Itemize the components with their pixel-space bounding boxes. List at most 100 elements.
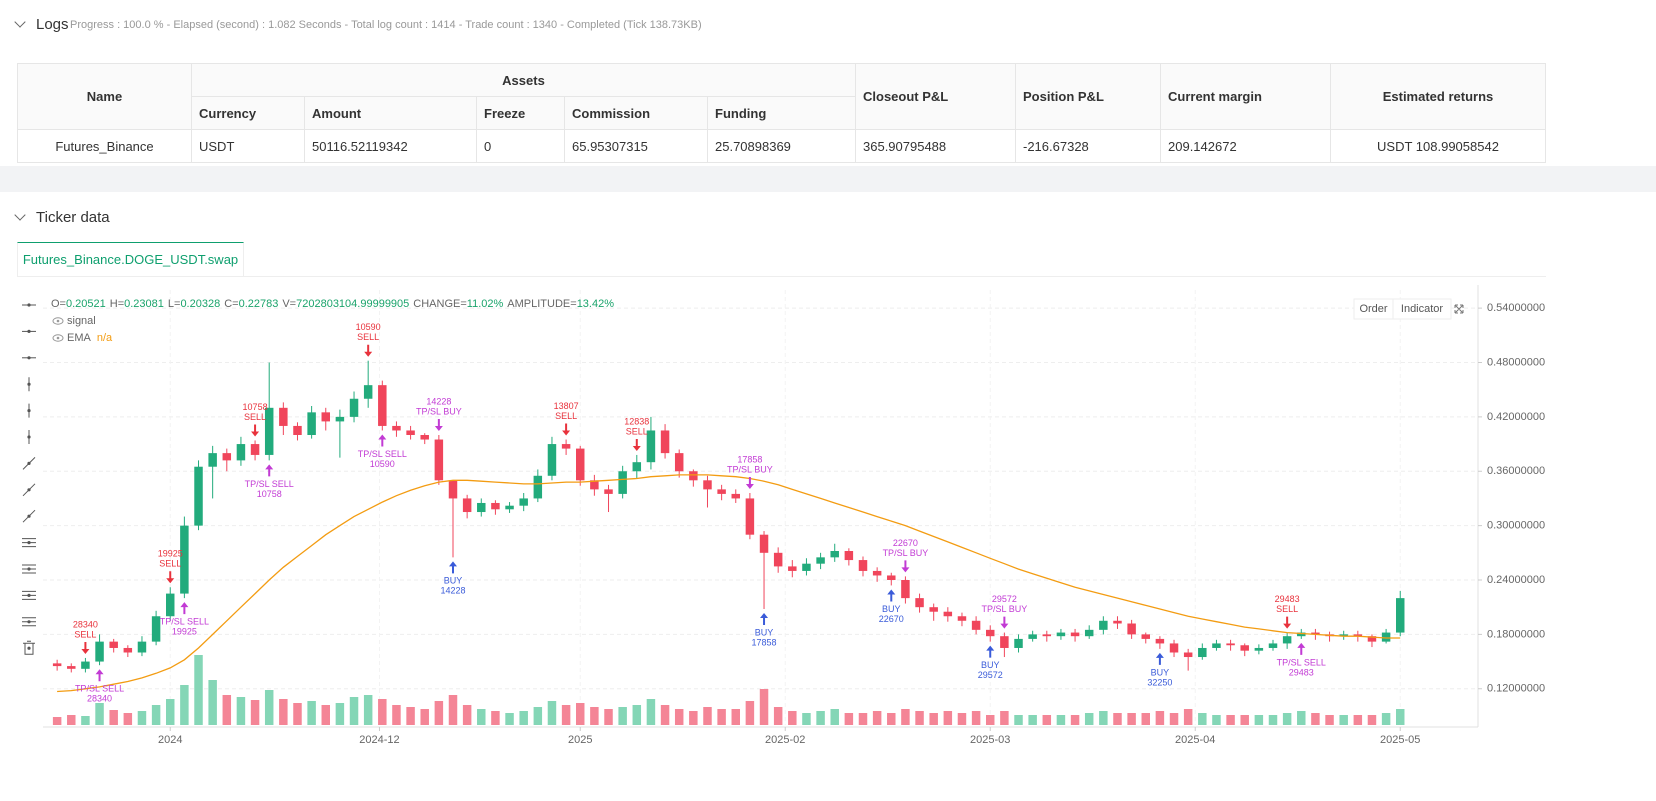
signal-arrow	[378, 434, 387, 447]
candle-body	[1268, 643, 1278, 648]
assets-table: Name Assets Closeout P&L Position P&L Cu…	[17, 63, 1546, 163]
candle-body	[816, 557, 825, 564]
volume-bar	[830, 709, 839, 725]
volume-bar	[971, 711, 981, 725]
candle-body	[844, 551, 854, 561]
candle-body	[561, 444, 571, 449]
volume-bar	[137, 711, 147, 725]
signal-label: 29572	[992, 594, 1017, 604]
candle-body	[773, 552, 783, 567]
candle-body	[618, 471, 627, 494]
tool-icon	[22, 356, 36, 360]
volume-bar	[858, 713, 868, 725]
ohlc-info: O=0.20521 H=0.23081 L=0.20328 C=0.22783 V=72…	[51, 298, 614, 310]
tool-dot	[27, 488, 31, 492]
candle-body	[1141, 634, 1150, 639]
candle-body	[448, 480, 458, 499]
cell: USDT 108.99058542	[1330, 129, 1546, 163]
candle-body	[236, 444, 246, 461]
tool-icon	[22, 329, 36, 333]
volume-bar	[660, 705, 670, 725]
eye-icon	[56, 319, 60, 323]
volume-bar	[1028, 715, 1037, 725]
signal-arrow	[166, 571, 175, 584]
signal-label: 29483	[1275, 594, 1300, 604]
tool-icon	[22, 617, 36, 627]
candle-body	[1339, 634, 1348, 637]
info-key: O=	[51, 298, 66, 310]
collapse-icon[interactable]	[14, 16, 26, 28]
volume-bar	[250, 700, 260, 725]
volume-bar	[618, 707, 627, 725]
volume-bar	[95, 703, 104, 725]
volume-bar	[576, 703, 585, 725]
candle-body	[929, 607, 938, 612]
candle-body	[434, 439, 444, 481]
cell: 25.70898369	[707, 129, 856, 163]
section-divider	[0, 166, 1656, 192]
info-key: C=	[224, 298, 238, 310]
candle-body	[745, 498, 755, 535]
candle-body	[830, 551, 839, 558]
volume-bar	[1226, 715, 1235, 725]
info-key: V=	[282, 298, 296, 310]
tool-icon	[27, 430, 31, 444]
candle-body	[462, 498, 472, 513]
candle-body	[335, 416, 345, 422]
header: Estimated returns	[1330, 63, 1546, 130]
y-tick-label: 0.30000000	[1487, 520, 1545, 532]
volume-bar	[293, 703, 302, 725]
info-value: 0.22783	[239, 298, 279, 310]
button-label: Order	[1359, 303, 1387, 315]
signal-label: SELL	[159, 559, 181, 569]
candle-body	[194, 466, 203, 526]
x-tick-label: 2025-04	[1175, 734, 1215, 746]
candle-body	[1226, 643, 1235, 646]
expand-icon	[1454, 304, 1464, 314]
volume-bar	[52, 717, 62, 725]
volume-bar	[915, 711, 924, 725]
signal-arrow	[364, 344, 373, 357]
candle-body	[590, 480, 599, 490]
log-status: Progress : 100.0 % - Elapsed (second) : …	[70, 19, 702, 31]
signal-label: TP/SL BUY	[883, 548, 929, 558]
candle-body	[1254, 647, 1264, 651]
signal-arrow	[632, 438, 641, 451]
volume-bar	[759, 689, 769, 725]
candle-body	[349, 398, 359, 417]
volume-bar	[307, 701, 316, 725]
volume-bar	[349, 697, 359, 725]
header: Freeze	[476, 96, 565, 130]
signal-arrow	[745, 477, 754, 489]
volume-bar	[561, 705, 571, 725]
tool-dot	[27, 646, 31, 650]
ticker-tab[interactable]: Futures_Binance.DOGE_USDT.swap	[17, 242, 244, 277]
volume-bar	[717, 709, 726, 725]
y-tick-label: 0.18000000	[1487, 628, 1545, 640]
x-tick-label: 2025	[568, 734, 592, 746]
legend-name: signal	[67, 315, 96, 327]
volume-bar	[604, 709, 613, 725]
volume-bar	[1056, 715, 1066, 725]
volume-bar	[1282, 713, 1292, 725]
tool-dot	[27, 461, 31, 465]
signal-label: 17858	[737, 454, 762, 464]
eye-icon	[56, 336, 60, 340]
tool-icon	[22, 483, 36, 497]
candle-body	[872, 570, 882, 576]
collapse-icon[interactable]	[14, 209, 26, 221]
volume-bar	[236, 697, 246, 725]
volume-bar	[1070, 715, 1080, 725]
candle-body	[986, 629, 995, 637]
volume-bar	[1396, 709, 1405, 725]
